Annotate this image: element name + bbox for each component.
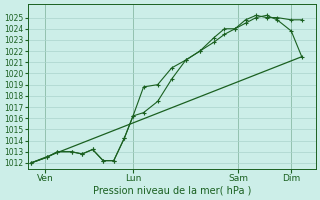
X-axis label: Pression niveau de la mer( hPa ): Pression niveau de la mer( hPa ) xyxy=(92,186,251,196)
